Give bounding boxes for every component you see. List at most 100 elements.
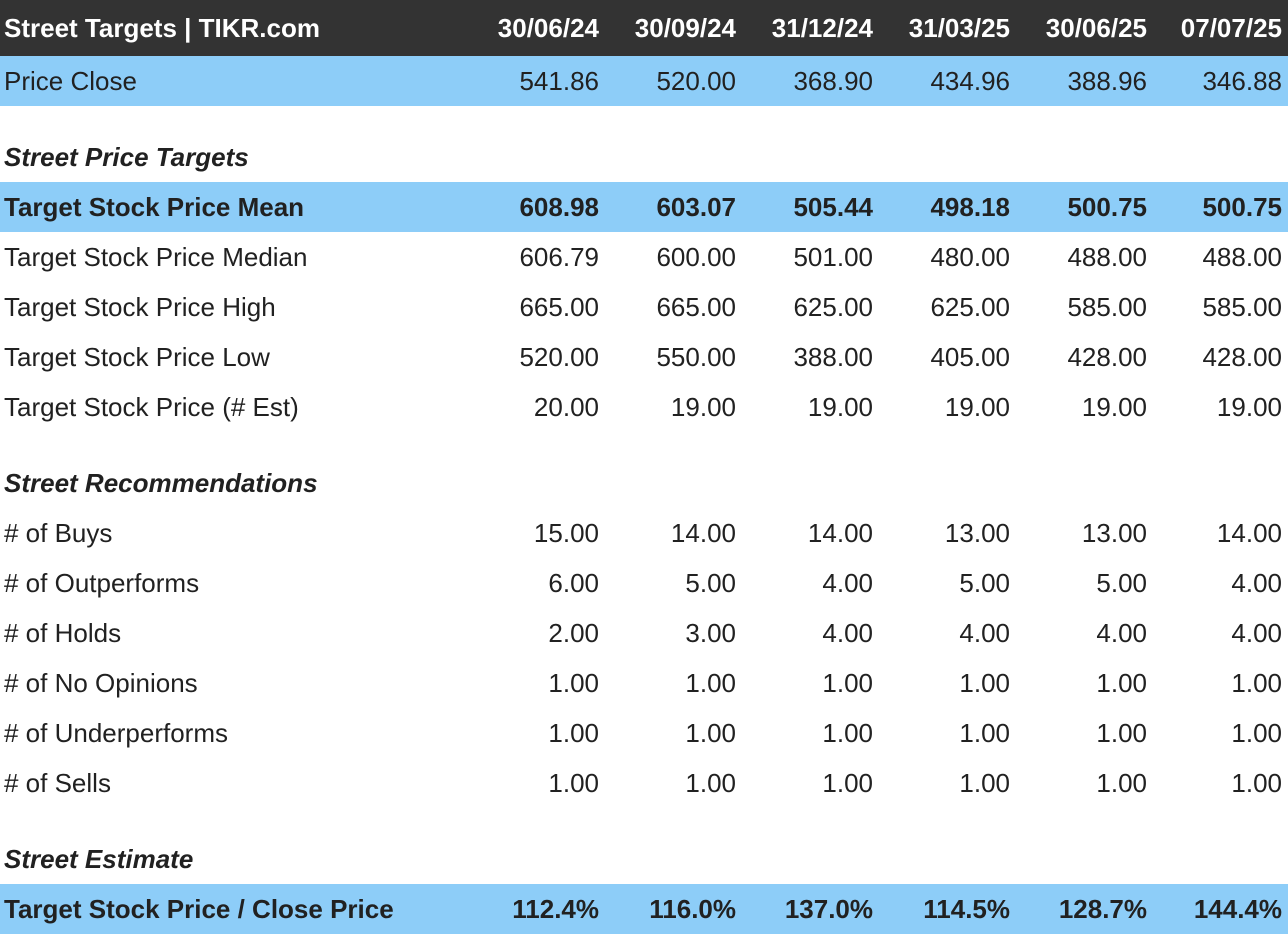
- target-high-row: Target Stock Price High 665.00 665.00 62…: [0, 282, 1288, 332]
- date-header: 30/06/25: [1045, 12, 1147, 43]
- cell-value: 1.00: [1231, 667, 1282, 698]
- header-row: Street Targets | TIKR.com 30/06/24 30/09…: [0, 0, 1288, 56]
- date-header: 31/03/25: [908, 12, 1010, 43]
- cell-value: 14.00: [807, 517, 873, 548]
- cell-value: 1.00: [1231, 767, 1282, 798]
- cell-value: 434.96: [930, 65, 1010, 96]
- cell-value: 19.00: [807, 391, 873, 422]
- section-heading-price-targets: Street Price Targets: [0, 132, 1288, 182]
- row-label: Target Stock Price / Close Price: [4, 893, 394, 924]
- cell-value: 4.00: [822, 617, 873, 648]
- table-title: Street Targets | TIKR.com: [4, 12, 320, 43]
- cell-value: 13.00: [1081, 517, 1147, 548]
- cell-value: 368.90: [793, 65, 873, 96]
- cell-value: 428.00: [1202, 341, 1282, 372]
- date-header: 30/06/24: [497, 12, 599, 43]
- cell-value: 19.00: [670, 391, 736, 422]
- row-label: # of No Opinions: [4, 667, 198, 698]
- cell-value: 15.00: [533, 517, 599, 548]
- target-median-row: Target Stock Price Median 606.79 600.00 …: [0, 232, 1288, 282]
- cell-value: 488.00: [1202, 241, 1282, 272]
- target-low-row: Target Stock Price Low 520.00 550.00 388…: [0, 332, 1288, 382]
- cell-value: 520.00: [519, 341, 599, 372]
- cell-value: 480.00: [930, 241, 1010, 272]
- cell-value: 5.00: [685, 567, 736, 598]
- cell-value: 665.00: [656, 291, 736, 322]
- cell-value: 144.4%: [1193, 893, 1282, 924]
- cell-value: 1.00: [822, 717, 873, 748]
- target-est-count-row: Target Stock Price (# Est) 20.00 19.00 1…: [0, 382, 1288, 432]
- row-label: Target Stock Price High: [4, 291, 276, 322]
- row-label: Target Stock Price (# Est): [4, 391, 299, 422]
- cell-value: 665.00: [519, 291, 599, 322]
- cell-value: 346.88: [1202, 65, 1282, 96]
- section-title: Street Price Targets: [4, 141, 249, 172]
- cell-value: 1.00: [685, 667, 736, 698]
- cell-value: 4.00: [1096, 617, 1147, 648]
- target-mean-row: Target Stock Price Mean 608.98 603.07 50…: [0, 182, 1288, 232]
- section-title: Street Estimate: [4, 843, 194, 874]
- section-heading-estimate: Street Estimate: [0, 834, 1288, 884]
- spacer: [0, 106, 1288, 132]
- cell-value: 1.00: [548, 667, 599, 698]
- cell-value: 520.00: [656, 65, 736, 96]
- cell-value: 1.00: [959, 717, 1010, 748]
- underperforms-row: # of Underperforms 1.00 1.00 1.00 1.00 1…: [0, 708, 1288, 758]
- cell-value: 19.00: [1081, 391, 1147, 422]
- date-header: 31/12/24: [771, 12, 873, 43]
- cell-value: 13.00: [944, 517, 1010, 548]
- cell-value: 600.00: [656, 241, 736, 272]
- section-title: Street Recommendations: [4, 467, 318, 498]
- cell-value: 501.00: [793, 241, 873, 272]
- no-opinions-row: # of No Opinions 1.00 1.00 1.00 1.00 1.0…: [0, 658, 1288, 708]
- cell-value: 505.44: [793, 191, 873, 222]
- cell-value: 541.86: [519, 65, 599, 96]
- spacer: [0, 808, 1288, 834]
- row-label: Target Stock Price Mean: [4, 191, 305, 222]
- cell-value: 603.07: [656, 191, 736, 222]
- holds-row: # of Holds 2.00 3.00 4.00 4.00 4.00 4.00: [0, 608, 1288, 658]
- spacer: [0, 432, 1288, 458]
- cell-value: 488.00: [1067, 241, 1147, 272]
- cell-value: 1.00: [1096, 717, 1147, 748]
- cell-value: 625.00: [793, 291, 873, 322]
- cell-value: 1.00: [822, 767, 873, 798]
- cell-value: 5.00: [959, 567, 1010, 598]
- cell-value: 19.00: [1216, 391, 1282, 422]
- date-header: 07/07/25: [1180, 12, 1282, 43]
- cell-value: 6.00: [548, 567, 599, 598]
- cell-value: 114.5%: [923, 893, 1010, 924]
- cell-value: 4.00: [822, 567, 873, 598]
- row-label: # of Outperforms: [4, 567, 200, 598]
- row-label: # of Sells: [4, 767, 111, 798]
- cell-value: 1.00: [1231, 717, 1282, 748]
- cell-value: 1.00: [959, 667, 1010, 698]
- cell-value: 498.18: [930, 191, 1010, 222]
- cell-value: 2.00: [548, 617, 599, 648]
- cell-value: 405.00: [930, 341, 1010, 372]
- cell-value: 625.00: [930, 291, 1010, 322]
- cell-value: 585.00: [1067, 291, 1147, 322]
- cell-value: 388.96: [1067, 65, 1147, 96]
- cell-value: 1.00: [685, 717, 736, 748]
- cell-value: 5.00: [1096, 567, 1147, 598]
- cell-value: 500.75: [1067, 191, 1147, 222]
- target-to-close-row: Target Stock Price / Close Price 112.4% …: [0, 884, 1288, 934]
- cell-value: 1.00: [822, 667, 873, 698]
- cell-value: 1.00: [685, 767, 736, 798]
- cell-value: 500.75: [1202, 191, 1282, 222]
- cell-value: 14.00: [670, 517, 736, 548]
- cell-value: 4.00: [1231, 567, 1282, 598]
- row-label: # of Underperforms: [4, 717, 228, 748]
- cell-value: 608.98: [519, 191, 599, 222]
- row-label: Price Close: [4, 65, 137, 96]
- cell-value: 1.00: [1096, 767, 1147, 798]
- cell-value: 19.00: [944, 391, 1010, 422]
- cell-value: 3.00: [685, 617, 736, 648]
- cell-value: 550.00: [656, 341, 736, 372]
- cell-value: 1.00: [959, 767, 1010, 798]
- row-label: # of Buys: [4, 517, 113, 548]
- cell-value: 128.7%: [1058, 893, 1147, 924]
- cell-value: 1.00: [548, 767, 599, 798]
